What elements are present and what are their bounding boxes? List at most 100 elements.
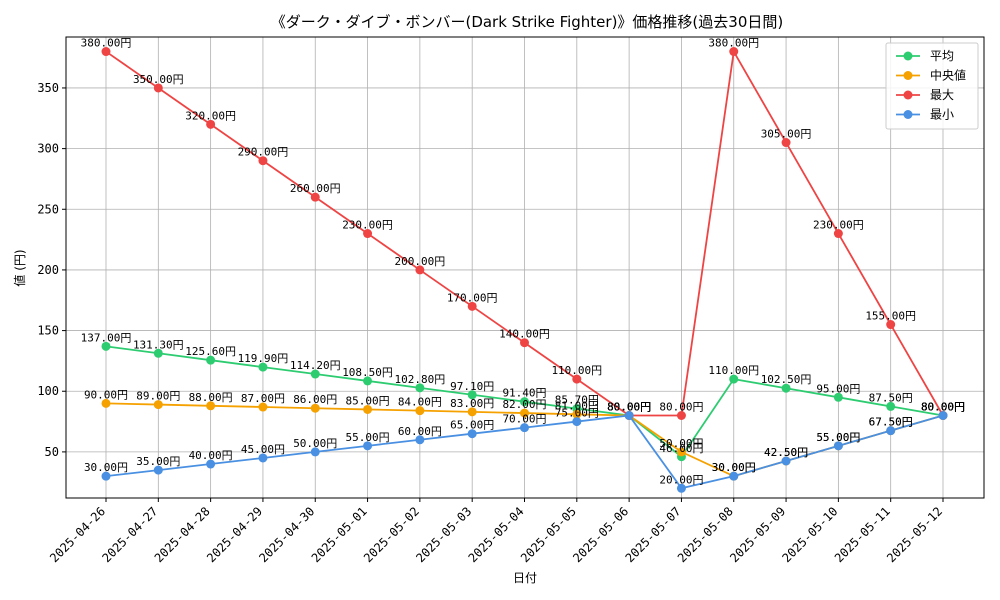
data-label: 30.00円 (712, 461, 756, 474)
data-point (572, 409, 582, 419)
data-label: 85.00円 (346, 394, 390, 407)
data-label: 102.80円 (395, 373, 446, 386)
data-label: 80.00円 (607, 401, 651, 414)
data-point (467, 390, 477, 400)
data-label: 80.00円 (921, 401, 965, 414)
data-label: 86.00円 (293, 393, 337, 406)
data-label: 55.00円 (816, 431, 860, 444)
data-label: 230.00円 (813, 219, 864, 232)
legend-entry: 中央値 (930, 68, 966, 83)
data-label: 80.00円 (921, 401, 965, 414)
data-label: 80.00円 (607, 401, 651, 414)
data-label: 380.00円 (708, 37, 759, 50)
data-label: 200.00円 (395, 255, 446, 268)
data-label: 110.00円 (551, 364, 602, 377)
data-point (363, 376, 373, 386)
data-label: 67.50円 (869, 416, 913, 429)
data-label: 114.20円 (290, 359, 341, 372)
data-label: 88.00円 (189, 391, 233, 404)
y-tick-label: 200 (37, 263, 59, 277)
data-point (624, 411, 634, 421)
data-point (833, 392, 843, 402)
data-point (153, 83, 163, 93)
data-label: 137.00円 (81, 331, 132, 344)
data-point (101, 47, 111, 57)
data-label: 91.40円 (502, 387, 546, 400)
data-point (258, 402, 268, 412)
data-point (415, 406, 425, 416)
legend-box (885, 42, 979, 130)
data-point (153, 400, 163, 410)
data-label: 290.00円 (238, 146, 289, 159)
chart-title: 《ダーク・ダイブ・ボンバー(Dark Strike Fighter)》価格推移(… (271, 13, 783, 31)
data-label: 90.00円 (84, 388, 128, 401)
legend-swatch-marker (903, 71, 913, 80)
data-label: 40.00円 (189, 449, 233, 462)
data-label: 67.50円 (869, 416, 913, 429)
data-label: 20.00円 (659, 473, 703, 486)
data-label: 55.00円 (816, 431, 860, 444)
legend-swatch-marker (903, 51, 913, 61)
data-point (415, 383, 425, 393)
data-label: 30.00円 (712, 461, 756, 474)
data-label: 119.90円 (238, 352, 289, 365)
y-tick-label: 350 (37, 81, 59, 95)
data-label: 305.00円 (761, 128, 812, 141)
data-point (833, 441, 843, 451)
data-point (467, 301, 477, 311)
data-label: 170.00円 (447, 291, 498, 304)
data-label: 84.00円 (398, 396, 442, 409)
data-label: 70.00円 (502, 413, 546, 426)
data-label: 350.00円 (133, 73, 184, 86)
data-point (101, 471, 111, 481)
data-label: 30.00円 (84, 461, 128, 474)
data-label: 102.50円 (761, 373, 812, 386)
data-label: 87.50円 (869, 391, 913, 404)
data-label: 60.00円 (398, 425, 442, 438)
x-axis-label: 日付 (513, 571, 537, 585)
data-point (153, 348, 163, 358)
data-point (729, 47, 739, 57)
data-point (310, 369, 320, 379)
data-label: 55.00円 (346, 431, 390, 444)
legend-entry: 最小 (930, 108, 954, 122)
data-point (676, 411, 686, 421)
data-point (520, 397, 529, 407)
data-label: 46.00円 (659, 442, 703, 455)
data-label: 75.00円 (555, 407, 599, 420)
data-label: 83.00円 (450, 397, 494, 410)
data-label: 42.50円 (764, 446, 808, 459)
data-label: 320.00円 (185, 109, 236, 122)
y-tick-label: 300 (37, 142, 59, 156)
data-point (729, 471, 739, 481)
data-point (310, 192, 320, 202)
legend-swatch-marker (903, 90, 913, 100)
data-label: 80.00円 (921, 401, 965, 414)
data-label: 110.00円 (708, 364, 759, 377)
data-point (781, 383, 791, 393)
data-label: 80.00円 (921, 401, 965, 414)
data-point (415, 265, 425, 275)
y-tick-label: 50 (45, 445, 59, 459)
data-point (310, 447, 320, 457)
data-label: 42.50円 (764, 446, 808, 459)
grid (66, 37, 984, 498)
data-point (467, 407, 477, 417)
y-tick-label: 150 (37, 324, 59, 338)
y-axis-label: 値 (円) (12, 249, 27, 286)
y-tick-label: 250 (37, 202, 59, 216)
data-label: 85.70円 (555, 394, 599, 407)
data-label: 380.00円 (81, 37, 132, 50)
data-label: 155.00円 (865, 310, 916, 323)
data-label: 97.10円 (450, 380, 494, 393)
data-label: 125.60円 (185, 345, 236, 358)
data-label: 87.00円 (241, 392, 285, 405)
data-label: 80.00円 (607, 401, 651, 414)
data-label: 81.00円 (555, 399, 599, 412)
data-point (101, 341, 111, 351)
data-label: 45.00円 (241, 443, 285, 456)
data-point (206, 459, 216, 469)
x-tick-label: 2025-05-12 (884, 504, 945, 565)
data-point (363, 441, 373, 451)
data-labels: 137.00円131.30円125.60円119.90円114.20円108.5… (81, 37, 965, 487)
